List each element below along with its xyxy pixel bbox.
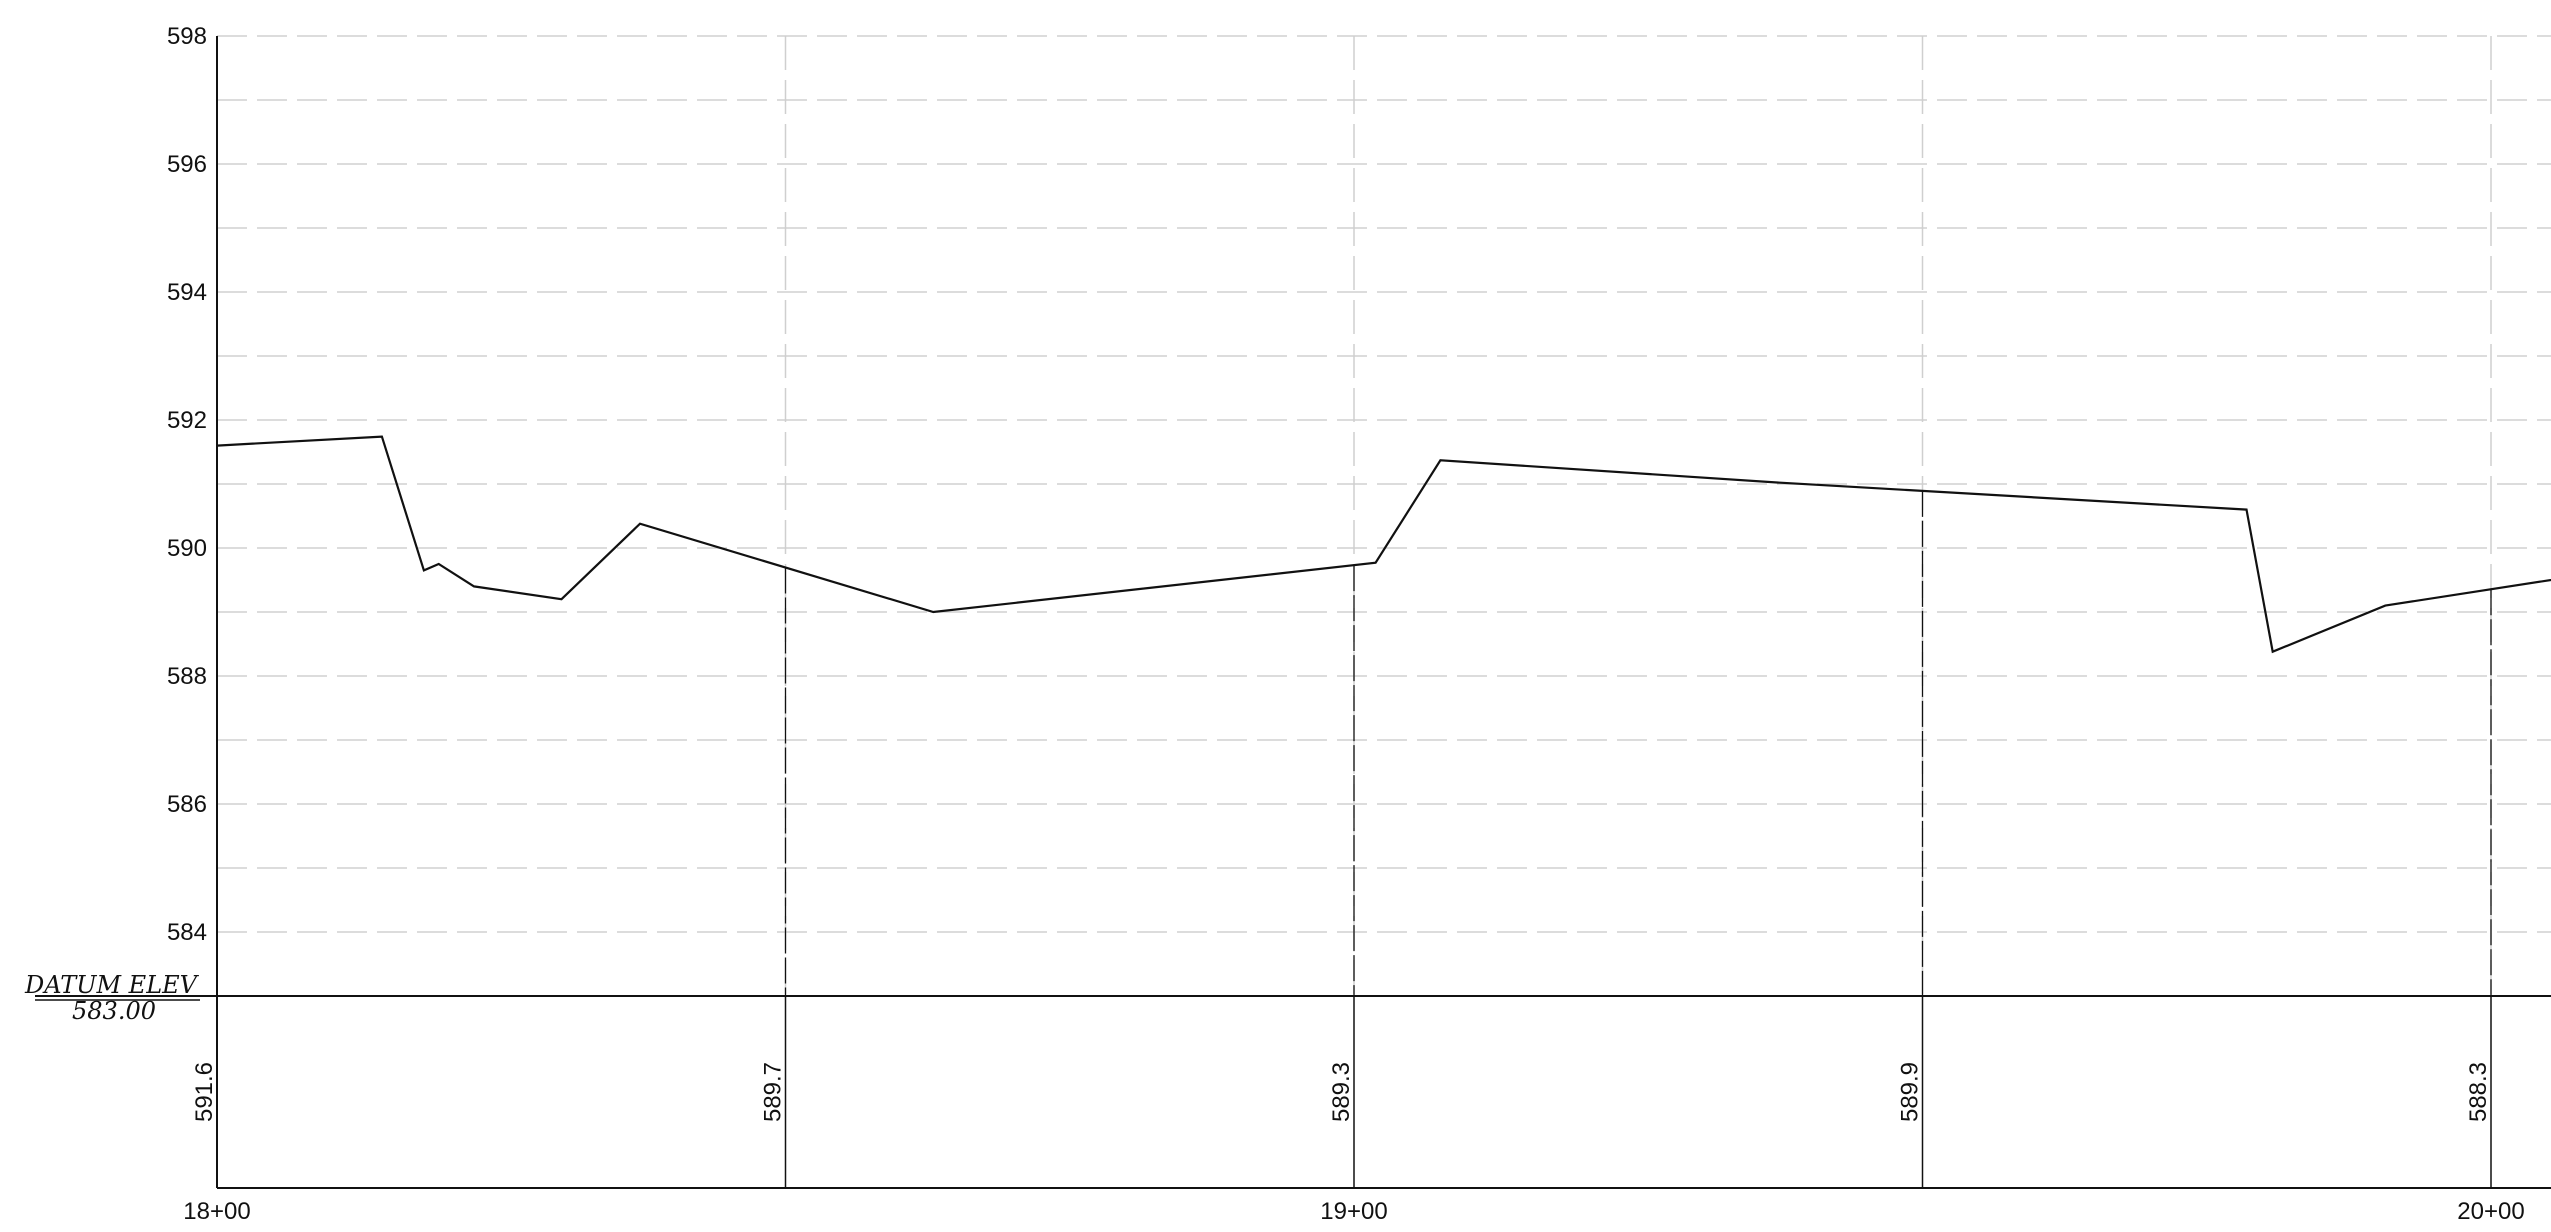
y-tick-label: 594: [167, 279, 207, 306]
line-layer: [216, 435, 2551, 996]
y-tick-label: 596: [167, 151, 207, 178]
y-tick-label: 588: [167, 663, 207, 690]
datum-elev-label: DATUM ELEV: [24, 971, 200, 999]
station-elevation-label: 589.7: [760, 1062, 787, 1122]
datum-label: DATUM ELEV 583.00: [24, 971, 200, 1025]
x-tick-label: 20+00: [2457, 1198, 2524, 1225]
grid-layer: [216, 35, 2551, 996]
station-elevation-label: 588.3: [2465, 1062, 2492, 1122]
y-tick-label: 592: [167, 407, 207, 434]
y-tick-label: 586: [167, 791, 207, 818]
station-elevation-label: 589.3: [1328, 1062, 1355, 1122]
axes-layer: [35, 36, 2551, 1189]
station-elevation-label: 589.9: [1897, 1062, 1924, 1122]
y-tick-label: 598: [167, 23, 207, 50]
profile-line: [216, 435, 2551, 654]
station-elevation-label: 591.6: [191, 1062, 218, 1122]
y-tick-label: 584: [167, 919, 207, 946]
x-tick-label: 19+00: [1320, 1198, 1387, 1225]
x-tick-label: 18+00: [183, 1198, 250, 1225]
datum-elev-value: 583.00: [72, 997, 156, 1025]
label-layer: 58458658859059259459659818+0019+0020+002…: [167, 23, 2525, 1225]
y-tick-label: 590: [167, 535, 207, 562]
